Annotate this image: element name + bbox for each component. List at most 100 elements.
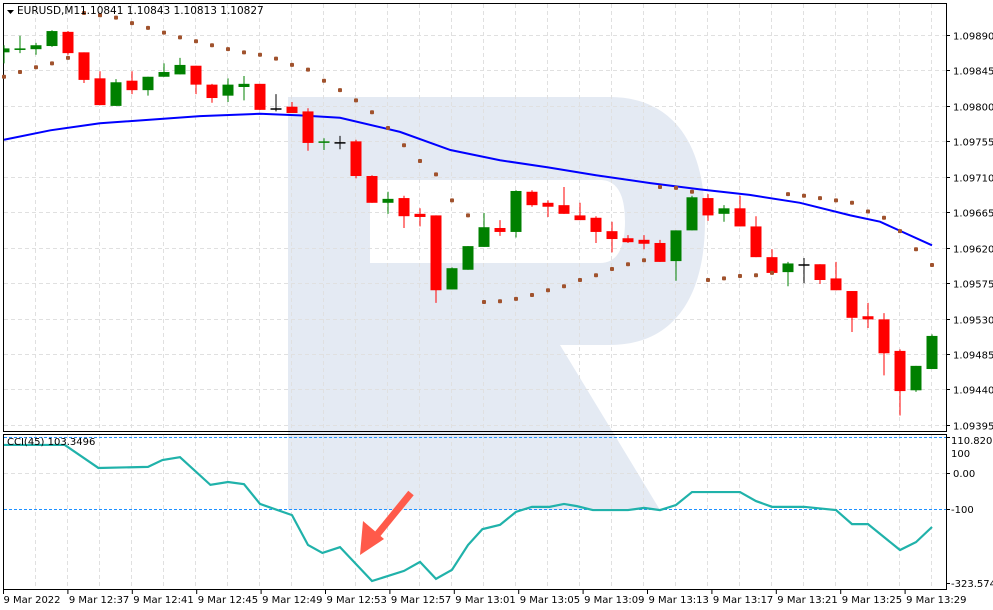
candle (62, 31, 74, 55)
price-tick-label: 1.09575 (953, 280, 993, 291)
candle-body (654, 242, 666, 262)
sar-dot (562, 284, 566, 289)
candle-body (606, 231, 618, 240)
cci-line (4, 443, 933, 583)
candle (510, 190, 522, 238)
sar-dot (898, 229, 902, 234)
sar-dot (34, 65, 38, 70)
candle-body (862, 316, 874, 320)
candle (734, 195, 746, 227)
candle-body (46, 31, 58, 47)
triangle-down-icon[interactable] (7, 10, 14, 14)
candle-body (478, 227, 490, 247)
sar-dot (770, 270, 774, 275)
sar-dot (498, 299, 502, 304)
candle-body (734, 208, 746, 227)
sar-dot (274, 56, 278, 61)
candle-body (238, 83, 250, 87)
sar-dot (546, 288, 550, 293)
candle-body (430, 215, 442, 291)
time-tick-label: 9 Mar 12:49 (262, 595, 322, 606)
candle (862, 302, 874, 329)
candle-body (382, 198, 394, 203)
candle (318, 138, 330, 151)
symbol-label: EURUSD,M1 (17, 5, 80, 17)
sar-dot (50, 61, 54, 66)
sar-dot (626, 262, 630, 267)
candle-body (926, 335, 938, 370)
candle-body (318, 141, 330, 143)
sar-dot (930, 263, 934, 268)
time-axis: 9 Mar 2022 9 Mar 12:37 9 Mar 12:41 9 Mar 12… (3, 589, 967, 606)
candle-body (206, 84, 218, 99)
time-tick-label: 9 Mar 13:25 (842, 595, 902, 606)
candle (478, 213, 490, 247)
sar-dot (690, 189, 694, 194)
sar-dot (66, 55, 70, 60)
candle-body (894, 350, 906, 392)
candle (334, 135, 346, 150)
candle-body (286, 106, 298, 113)
cci-axis-min-label: -323.5745 (951, 579, 993, 590)
candle (270, 94, 282, 112)
sar-dot (610, 266, 614, 271)
candle (542, 200, 554, 217)
candle-body (270, 108, 282, 110)
candle (814, 264, 826, 284)
sar-dot (882, 215, 886, 220)
candle (126, 71, 138, 95)
candle-body (542, 202, 554, 207)
candle (878, 313, 890, 376)
sar-dot (306, 67, 310, 72)
sar-dot (146, 25, 150, 30)
candle-body (302, 111, 314, 143)
price-tick-label: 1.09845 (953, 67, 993, 78)
sar-dot (738, 274, 742, 279)
sar-dot (594, 273, 598, 278)
cci-axis-max-label: 110.8202 (951, 436, 993, 447)
candle (590, 216, 602, 243)
candle (110, 79, 122, 106)
price-tick-label: 1.09530 (953, 316, 993, 327)
candle (190, 65, 202, 95)
candle-body (830, 278, 842, 291)
candle-body (510, 190, 522, 232)
sar-dot (658, 185, 662, 190)
sar-dot (82, 10, 86, 15)
time-tick-label: 9 Mar 13:05 (520, 595, 580, 606)
grid-lines (4, 4, 946, 589)
candle-body (798, 264, 810, 266)
time-tick-label: 9 Mar 12:37 (69, 595, 129, 606)
sar-dot (370, 110, 374, 115)
candle-body (366, 176, 378, 203)
price-tick-label: 1.09485 (953, 351, 993, 362)
sar-dot (754, 273, 758, 278)
candle-body (702, 198, 714, 216)
time-tick-label: 9 Mar 12:45 (198, 595, 258, 606)
candle (526, 190, 538, 207)
candle (782, 261, 794, 287)
price-tick-label: 1.09440 (953, 386, 993, 397)
candle (750, 216, 762, 258)
sar-dot (530, 292, 534, 297)
sar-dot (18, 70, 22, 75)
sar-dot (642, 258, 646, 263)
candle (686, 195, 698, 231)
ohlc-values: 1.10841 1.10843 1.10813 1.10827 (80, 5, 264, 17)
candle-body (14, 48, 26, 50)
sar-dot (866, 209, 870, 214)
sar-dot (338, 88, 342, 93)
sar-dot (514, 296, 518, 301)
candle (94, 71, 106, 106)
time-tick-label: 9 Mar 13:01 (455, 595, 515, 606)
sar-dot (402, 143, 406, 148)
candle (30, 42, 42, 55)
sar-dot (290, 62, 294, 67)
candle (638, 235, 650, 250)
cci-level-upper-label: 100 (951, 449, 970, 460)
candle-body (718, 208, 730, 214)
sar-dot (322, 78, 326, 83)
moving-average-line (3, 112, 933, 247)
sar-dot (450, 198, 454, 203)
